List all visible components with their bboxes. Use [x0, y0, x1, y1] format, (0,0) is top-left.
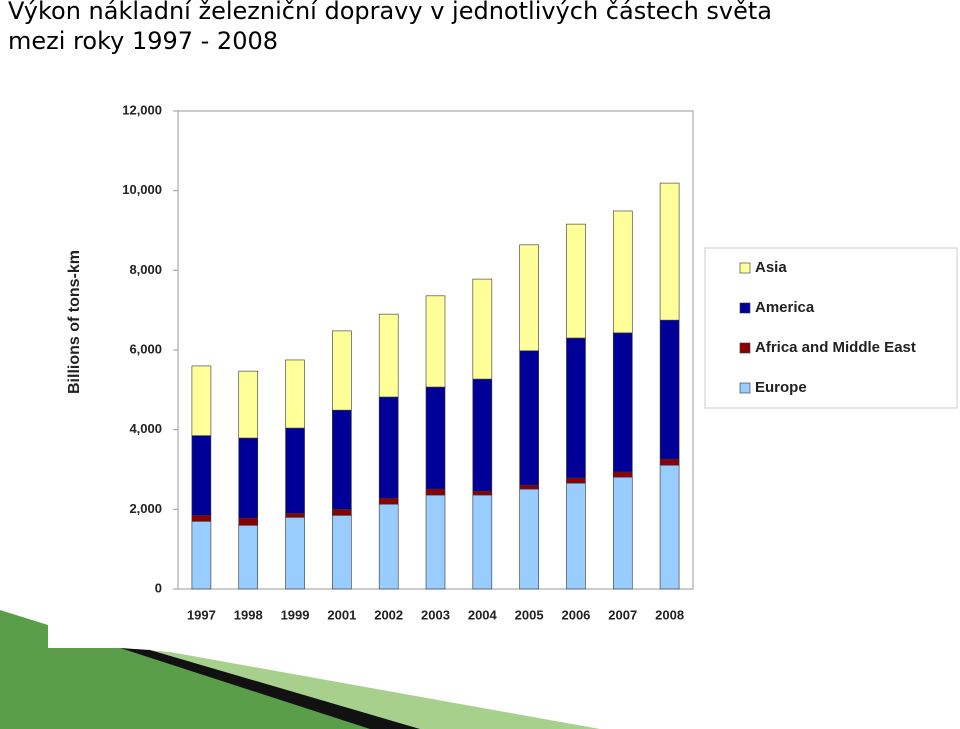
bar-segment: [566, 482, 586, 590]
decoration: [120, 648, 600, 729]
bar-segment: [612, 210, 633, 334]
slide-title: Výkon nákladní železniční dopravy v jedn…: [8, 0, 773, 55]
legend-swatch: [739, 342, 751, 354]
bar-segment: [519, 484, 539, 490]
bar-segment: [378, 503, 399, 590]
bar-segment: [519, 244, 539, 352]
x-tick-label: 2006: [561, 607, 590, 622]
bar-segment: [191, 515, 212, 522]
bar-segment: [191, 435, 212, 516]
y-tick-label: 10,000: [122, 182, 162, 197]
bar-segment: [332, 330, 352, 411]
bar-segment: [238, 370, 259, 439]
bar-segment: [238, 437, 259, 519]
y-tick-label: 6,000: [129, 341, 162, 356]
bar-segment: [472, 378, 493, 492]
bar-segment: [425, 494, 446, 590]
x-tick-label: 2001: [327, 607, 356, 622]
x-tick-label: 1999: [281, 607, 310, 622]
bar-segment: [659, 464, 680, 590]
x-tick-label: 2008: [655, 607, 684, 622]
x-tick-label: 2002: [374, 607, 403, 622]
bar-segment: [378, 313, 399, 398]
bar-segment: [425, 386, 446, 490]
bar-segment: [378, 396, 399, 499]
bar-segment: [472, 490, 493, 496]
y-tick-label: 0: [155, 580, 162, 595]
bar-segment: [378, 497, 399, 505]
bar-segment: [425, 295, 446, 388]
bar-segment: [285, 516, 305, 590]
bar-segment: [238, 517, 259, 526]
y-tick-label: 4,000: [129, 421, 162, 436]
legend: [704, 247, 958, 409]
bar-segment: [472, 494, 493, 590]
x-tick-label: 1997: [187, 607, 216, 622]
bar-segment: [191, 520, 212, 590]
bar-segment: [659, 458, 680, 466]
bar-segment: [332, 409, 352, 510]
bar-segment: [659, 182, 680, 321]
y-tick-label: 2,000: [129, 501, 162, 516]
bar-segment: [519, 488, 539, 590]
bar-segment: [612, 332, 633, 473]
legend-label: Africa and Middle East: [755, 339, 916, 356]
bar-segment: [566, 337, 586, 479]
bar-segment: [612, 471, 633, 478]
x-tick-label: 1998: [234, 607, 263, 622]
bar-segment: [285, 359, 305, 429]
decoration: [0, 610, 380, 729]
x-tick-label: 2007: [608, 607, 637, 622]
bar-segment: [332, 515, 352, 590]
decoration: [120, 648, 420, 729]
bar-segment: [566, 477, 586, 484]
legend-label: Europe: [755, 379, 807, 396]
bar-segment: [566, 223, 586, 339]
bar-segment: [191, 365, 212, 436]
bar-segment: [238, 524, 259, 590]
legend-swatch: [739, 302, 751, 314]
y-axis-label: Billions of tons-km: [66, 250, 83, 394]
bar-segment: [332, 509, 352, 516]
y-tick-label: 8,000: [129, 262, 162, 277]
y-tick-label: 12,000: [122, 102, 162, 117]
legend-swatch: [739, 382, 751, 394]
x-tick-label: 2005: [515, 607, 544, 622]
bar-segment: [612, 476, 633, 590]
bar-segment: [472, 278, 493, 380]
legend-swatch: [739, 262, 751, 274]
bar-segment: [285, 427, 305, 514]
bar-segment: [285, 513, 305, 518]
x-tick-label: 2003: [421, 607, 450, 622]
legend-label: Asia: [755, 259, 787, 276]
bar-segment: [425, 488, 446, 496]
bar-segment: [519, 350, 539, 486]
x-tick-label: 2004: [468, 607, 498, 622]
legend-label: America: [755, 299, 815, 316]
bar-segment: [659, 319, 680, 460]
